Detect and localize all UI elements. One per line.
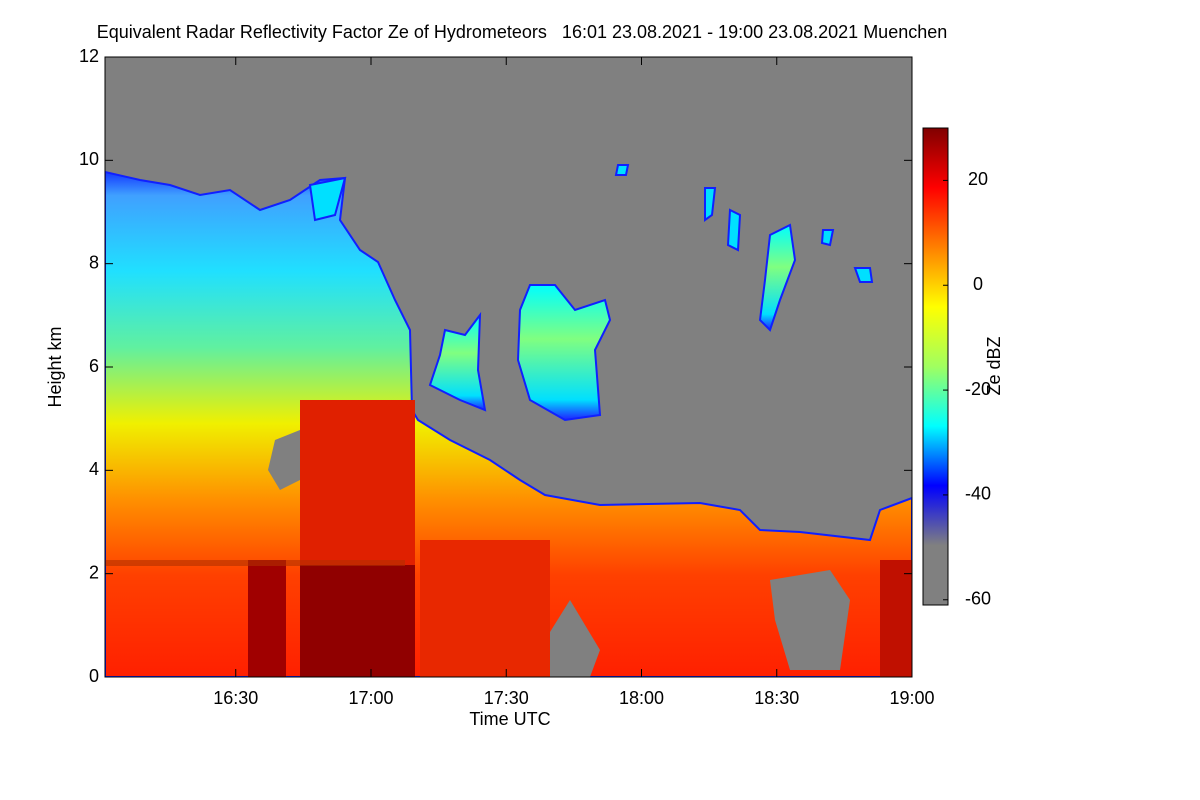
- x-tick-label: 18:00: [619, 688, 664, 708]
- x-tick-label: 17:00: [348, 688, 393, 708]
- cloud-blob: [516, 284, 612, 422]
- colorbar-tick-label: -20: [965, 379, 991, 399]
- chart-title: Equivalent Radar Reflectivity Factor Ze …: [97, 22, 948, 42]
- cloud-clear-gap: [268, 430, 300, 490]
- colorbar: [922, 127, 949, 606]
- colorbar-label: Ze dBZ: [984, 336, 1004, 395]
- y-axis-label: Height km: [45, 326, 65, 407]
- y-tick-label: 12: [79, 46, 99, 66]
- colorbar-tick-label: -60: [965, 589, 991, 609]
- x-tick-label: 16:30: [213, 688, 258, 708]
- cloud-blob: [428, 311, 487, 412]
- x-tick-label: 18:30: [754, 688, 799, 708]
- melting-layer: [105, 560, 405, 566]
- intense-column: [880, 560, 912, 677]
- colorbar-tick-label: 0: [973, 274, 983, 294]
- cloud-blob: [308, 164, 874, 283]
- y-tick-label: 0: [89, 666, 99, 686]
- y-tick-label: 2: [89, 562, 99, 582]
- y-tick-label: 4: [89, 459, 99, 479]
- cloud-clear-gap: [770, 570, 850, 670]
- colorbar-tick-label: 20: [968, 169, 988, 189]
- intense-core: [300, 565, 415, 677]
- x-tick-label: 19:00: [889, 688, 934, 708]
- y-tick-label: 10: [79, 149, 99, 169]
- cloud-blob: [758, 223, 797, 332]
- intense-column: [420, 540, 550, 677]
- colorbar-tick-label: -40: [965, 484, 991, 504]
- x-tick-label: 17:30: [484, 688, 529, 708]
- intense-core: [248, 560, 286, 677]
- reflectivity-field: [105, 57, 912, 677]
- cloud-clear-gap: [545, 600, 600, 677]
- y-tick-label: 6: [89, 356, 99, 376]
- y-tick-label: 8: [89, 252, 99, 272]
- x-axis-label: Time UTC: [469, 709, 550, 729]
